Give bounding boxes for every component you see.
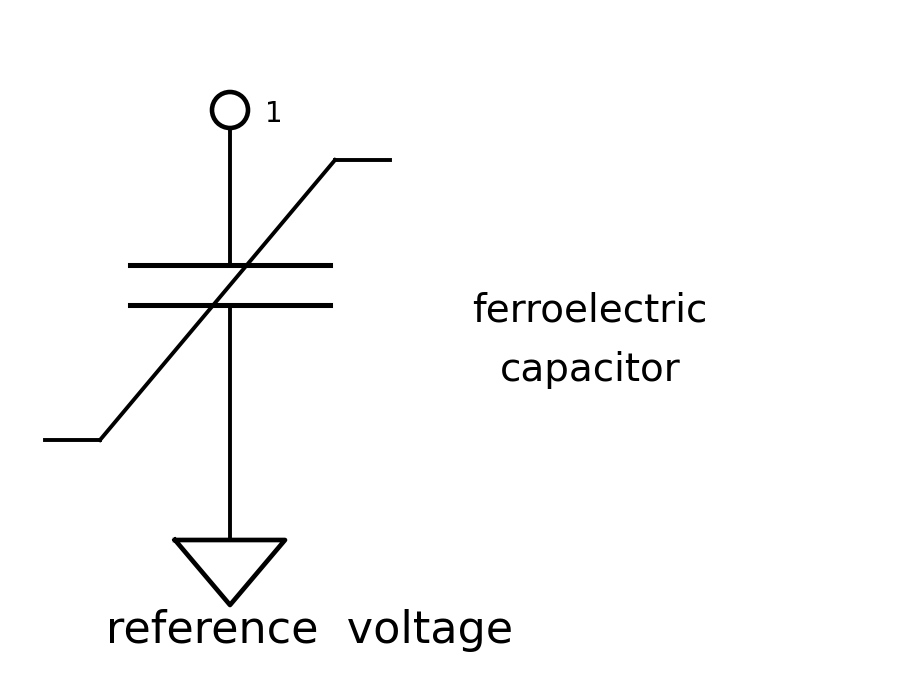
Text: ferroelectric: ferroelectric xyxy=(472,291,708,329)
Text: capacitor: capacitor xyxy=(500,351,681,389)
Text: 1: 1 xyxy=(265,100,283,128)
Text: reference  voltage: reference voltage xyxy=(106,608,513,651)
